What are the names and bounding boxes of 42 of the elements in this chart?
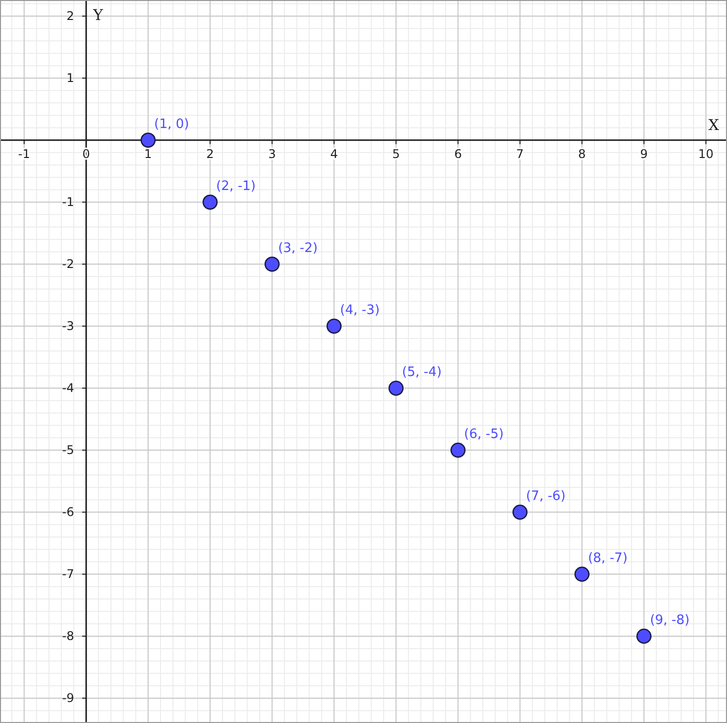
data-label: (5, -4) xyxy=(402,365,442,380)
data-label: (6, -5) xyxy=(464,427,504,442)
data-label: (4, -3) xyxy=(340,303,380,318)
x-tick-label: 3 xyxy=(268,147,276,162)
x-tick-label: 4 xyxy=(330,147,338,162)
x-tick-label: 9 xyxy=(640,147,648,162)
point xyxy=(264,256,280,272)
point xyxy=(512,504,528,520)
data-label: (1, 0) xyxy=(154,117,190,132)
point xyxy=(326,318,342,334)
x-tick-label: 1 xyxy=(144,147,152,162)
x-tick-label: -1 xyxy=(18,147,30,162)
y-tick-label: -8 xyxy=(62,629,74,644)
point xyxy=(202,194,218,210)
data-label: (7, -6) xyxy=(526,489,566,504)
x-tick-label: 5 xyxy=(392,147,400,162)
y-tick-label: -7 xyxy=(62,567,74,582)
point xyxy=(450,442,466,458)
x-tick-label: 10 xyxy=(698,147,714,162)
x-axis-title: X xyxy=(708,116,720,134)
data-label: (9, -8) xyxy=(650,613,690,628)
y-tick-label: -4 xyxy=(62,381,74,396)
point xyxy=(140,132,156,148)
point xyxy=(574,566,590,582)
y-tick-label: -2 xyxy=(62,257,74,272)
data-label: (2, -1) xyxy=(216,179,256,194)
y-tick-label: 2 xyxy=(66,9,74,24)
x-tick-label: 6 xyxy=(454,147,462,162)
point xyxy=(388,380,404,396)
y-tick-label: -3 xyxy=(62,319,74,334)
y-tick-label: -1 xyxy=(62,195,74,210)
data-label: (8, -7) xyxy=(588,551,628,566)
y-tick-label: -9 xyxy=(62,691,74,706)
y-tick-label: 1 xyxy=(66,71,74,86)
y-axis-title: Y xyxy=(92,6,104,24)
x-tick-label: 2 xyxy=(206,147,214,162)
x-tick-label: 7 xyxy=(516,147,524,162)
x-tick-label: 8 xyxy=(578,147,586,162)
data-label: (3, -2) xyxy=(278,241,318,256)
y-tick-label: -5 xyxy=(62,443,74,458)
y-tick-label: -6 xyxy=(62,505,74,520)
point xyxy=(636,628,652,644)
